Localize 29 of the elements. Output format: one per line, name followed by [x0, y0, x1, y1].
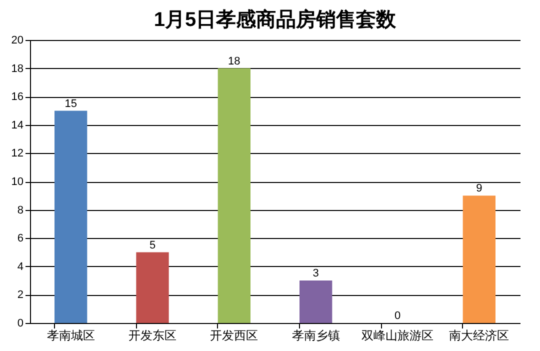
bar [54, 110, 88, 323]
bar [136, 252, 169, 323]
y-tick-label: 4 [17, 260, 24, 273]
y-tick-label: 18 [11, 62, 24, 75]
y-tick-label: 2 [17, 289, 24, 302]
bar [300, 280, 332, 323]
y-tick-label: 20 [11, 34, 24, 46]
y-tick-label: 6 [17, 232, 24, 245]
x-tick-label: 开发东区 [128, 328, 176, 342]
x-tick-label: 南大经济区 [449, 328, 510, 342]
data-label: 18 [228, 55, 240, 68]
data-label: 0 [394, 310, 401, 322]
x-tick-label: 孝南城区 [46, 328, 95, 342]
x-tick-label: 双峰山旅游区 [362, 328, 434, 342]
y-tick-label: 10 [11, 176, 24, 188]
data-label: 15 [64, 98, 77, 110]
x-tick-label: 开发西区 [210, 328, 258, 342]
data-label: 9 [476, 182, 482, 195]
chart-title: 1月5日孝感商品房销售套数 [154, 8, 398, 31]
x-tick-label: 孝南乡镇 [292, 328, 340, 342]
y-tick-label: 8 [17, 204, 24, 216]
data-label: 3 [312, 268, 319, 280]
bar [462, 196, 496, 323]
data-label: 5 [149, 239, 156, 252]
y-tick-label: 16 [11, 91, 24, 104]
y-tick-label: 12 [11, 148, 24, 160]
y-tick-label: 14 [11, 119, 24, 132]
bar [218, 68, 250, 323]
y-tick-label: 0 [17, 318, 24, 330]
